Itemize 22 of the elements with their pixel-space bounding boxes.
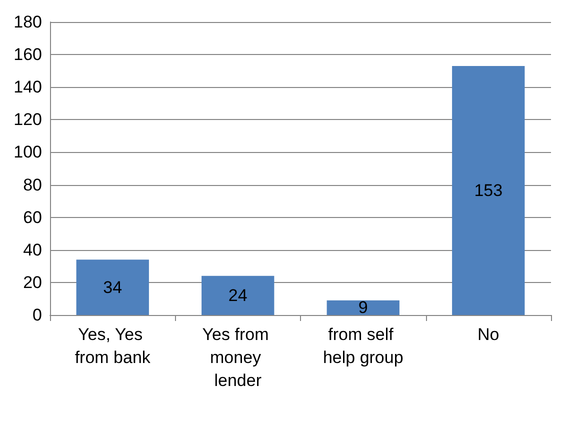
- data-label: 24: [228, 286, 248, 305]
- y-tick-label: 20: [23, 272, 42, 292]
- x-tick-label: from self help group: [322, 325, 404, 367]
- y-tick-label: 140: [14, 78, 42, 97]
- y-tick-label: 160: [14, 45, 42, 64]
- x-tick-label: Yes from money lender: [202, 325, 274, 390]
- y-tick-label: 40: [23, 240, 42, 260]
- data-label: 9: [358, 298, 368, 318]
- y-tick-label: 120: [14, 110, 42, 130]
- y-tick-label: 80: [23, 175, 42, 194]
- x-tick-label: Yes, Yes from bank: [74, 325, 151, 367]
- x-tick-label: No: [478, 325, 500, 344]
- data-label: 153: [474, 180, 503, 200]
- bar: [202, 276, 274, 315]
- data-label: 34: [103, 278, 122, 297]
- bar: [452, 66, 525, 315]
- bar: [76, 260, 149, 315]
- y-tick-label: 0: [32, 306, 42, 324]
- y-tick-label: 60: [23, 208, 42, 227]
- bar: [326, 300, 400, 315]
- y-tick-label: 100: [14, 142, 42, 162]
- y-tick-label: 180: [14, 12, 42, 32]
